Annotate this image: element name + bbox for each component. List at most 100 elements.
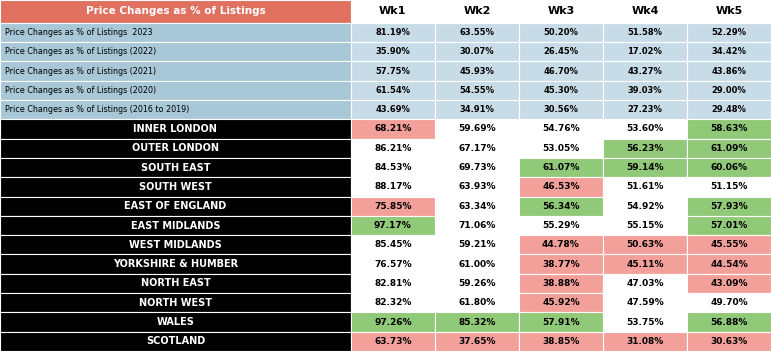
Text: 84.53%: 84.53% — [374, 163, 412, 172]
FancyBboxPatch shape — [603, 177, 687, 197]
FancyBboxPatch shape — [519, 177, 603, 197]
FancyBboxPatch shape — [687, 139, 771, 158]
FancyBboxPatch shape — [351, 0, 435, 23]
FancyBboxPatch shape — [519, 81, 603, 100]
Text: 85.32%: 85.32% — [458, 318, 496, 326]
Text: 57.93%: 57.93% — [710, 202, 748, 211]
FancyBboxPatch shape — [603, 81, 687, 100]
Text: 56.88%: 56.88% — [710, 318, 748, 326]
FancyBboxPatch shape — [435, 100, 519, 119]
FancyBboxPatch shape — [0, 274, 351, 293]
Text: 60.06%: 60.06% — [710, 163, 748, 172]
FancyBboxPatch shape — [519, 293, 603, 312]
FancyBboxPatch shape — [603, 139, 687, 158]
FancyBboxPatch shape — [351, 61, 435, 81]
Text: 38.77%: 38.77% — [542, 260, 580, 269]
FancyBboxPatch shape — [0, 216, 351, 235]
Text: SCOTLAND: SCOTLAND — [146, 336, 205, 346]
Text: EAST MIDLANDS: EAST MIDLANDS — [130, 220, 221, 231]
Text: 55.15%: 55.15% — [626, 221, 664, 230]
Text: 63.55%: 63.55% — [460, 28, 494, 37]
FancyBboxPatch shape — [687, 293, 771, 312]
FancyBboxPatch shape — [519, 119, 603, 139]
Text: 82.81%: 82.81% — [374, 279, 412, 288]
Text: EAST OF ENGLAND: EAST OF ENGLAND — [124, 201, 227, 211]
FancyBboxPatch shape — [603, 42, 687, 61]
FancyBboxPatch shape — [0, 100, 351, 119]
Text: 47.03%: 47.03% — [626, 279, 664, 288]
FancyBboxPatch shape — [351, 177, 435, 197]
Text: 29.00%: 29.00% — [712, 86, 746, 95]
Text: 27.23%: 27.23% — [628, 105, 662, 114]
Text: 31.08%: 31.08% — [626, 337, 664, 346]
FancyBboxPatch shape — [603, 293, 687, 312]
FancyBboxPatch shape — [0, 81, 351, 100]
FancyBboxPatch shape — [0, 197, 351, 216]
Text: 52.29%: 52.29% — [712, 28, 746, 37]
FancyBboxPatch shape — [435, 42, 519, 61]
Text: 56.23%: 56.23% — [626, 144, 664, 153]
Text: Wk2: Wk2 — [463, 6, 490, 16]
FancyBboxPatch shape — [351, 332, 435, 351]
Text: 75.85%: 75.85% — [374, 202, 412, 211]
FancyBboxPatch shape — [0, 235, 351, 254]
FancyBboxPatch shape — [435, 235, 519, 254]
FancyBboxPatch shape — [603, 100, 687, 119]
Text: 34.91%: 34.91% — [460, 105, 494, 114]
FancyBboxPatch shape — [603, 216, 687, 235]
Text: 57.01%: 57.01% — [710, 221, 748, 230]
Text: 97.17%: 97.17% — [374, 221, 412, 230]
FancyBboxPatch shape — [0, 139, 351, 158]
FancyBboxPatch shape — [687, 0, 771, 23]
Text: 61.09%: 61.09% — [710, 144, 748, 153]
Text: 51.15%: 51.15% — [710, 183, 748, 191]
FancyBboxPatch shape — [435, 216, 519, 235]
FancyBboxPatch shape — [519, 332, 603, 351]
FancyBboxPatch shape — [519, 235, 603, 254]
Text: 53.05%: 53.05% — [542, 144, 580, 153]
FancyBboxPatch shape — [435, 158, 519, 177]
Text: 43.09%: 43.09% — [710, 279, 748, 288]
FancyBboxPatch shape — [351, 216, 435, 235]
FancyBboxPatch shape — [435, 0, 519, 23]
FancyBboxPatch shape — [0, 158, 351, 177]
Text: 61.00%: 61.00% — [458, 260, 496, 269]
FancyBboxPatch shape — [519, 158, 603, 177]
Text: 53.75%: 53.75% — [626, 318, 664, 326]
Text: 56.34%: 56.34% — [542, 202, 580, 211]
Text: 47.59%: 47.59% — [626, 298, 664, 307]
FancyBboxPatch shape — [351, 119, 435, 139]
FancyBboxPatch shape — [519, 197, 603, 216]
FancyBboxPatch shape — [687, 23, 771, 42]
Text: 81.19%: 81.19% — [375, 28, 410, 37]
Text: 61.07%: 61.07% — [542, 163, 580, 172]
Text: 63.34%: 63.34% — [458, 202, 496, 211]
FancyBboxPatch shape — [687, 42, 771, 61]
Text: YORKSHIRE & HUMBER: YORKSHIRE & HUMBER — [113, 259, 238, 269]
FancyBboxPatch shape — [603, 23, 687, 42]
Text: Price Changes as % of Listings (2016 to 2019): Price Changes as % of Listings (2016 to … — [5, 105, 189, 114]
Text: Price Changes as % of Listings: Price Changes as % of Listings — [86, 6, 265, 16]
FancyBboxPatch shape — [351, 235, 435, 254]
Text: WEST MIDLANDS: WEST MIDLANDS — [129, 240, 222, 250]
FancyBboxPatch shape — [687, 216, 771, 235]
FancyBboxPatch shape — [687, 332, 771, 351]
Text: 68.21%: 68.21% — [374, 125, 412, 133]
FancyBboxPatch shape — [519, 42, 603, 61]
FancyBboxPatch shape — [435, 274, 519, 293]
Text: 58.63%: 58.63% — [710, 125, 748, 133]
FancyBboxPatch shape — [603, 119, 687, 139]
FancyBboxPatch shape — [0, 61, 351, 81]
Text: 43.27%: 43.27% — [628, 67, 662, 75]
FancyBboxPatch shape — [351, 23, 435, 42]
Text: 35.90%: 35.90% — [375, 47, 410, 56]
FancyBboxPatch shape — [435, 312, 519, 332]
FancyBboxPatch shape — [519, 254, 603, 274]
FancyBboxPatch shape — [687, 61, 771, 81]
FancyBboxPatch shape — [603, 312, 687, 332]
FancyBboxPatch shape — [687, 119, 771, 139]
Text: Price Changes as % of Listings (2022): Price Changes as % of Listings (2022) — [5, 47, 156, 56]
Text: 43.86%: 43.86% — [712, 67, 746, 75]
Text: SOUTH WEST: SOUTH WEST — [139, 182, 212, 192]
Text: 51.58%: 51.58% — [628, 28, 662, 37]
